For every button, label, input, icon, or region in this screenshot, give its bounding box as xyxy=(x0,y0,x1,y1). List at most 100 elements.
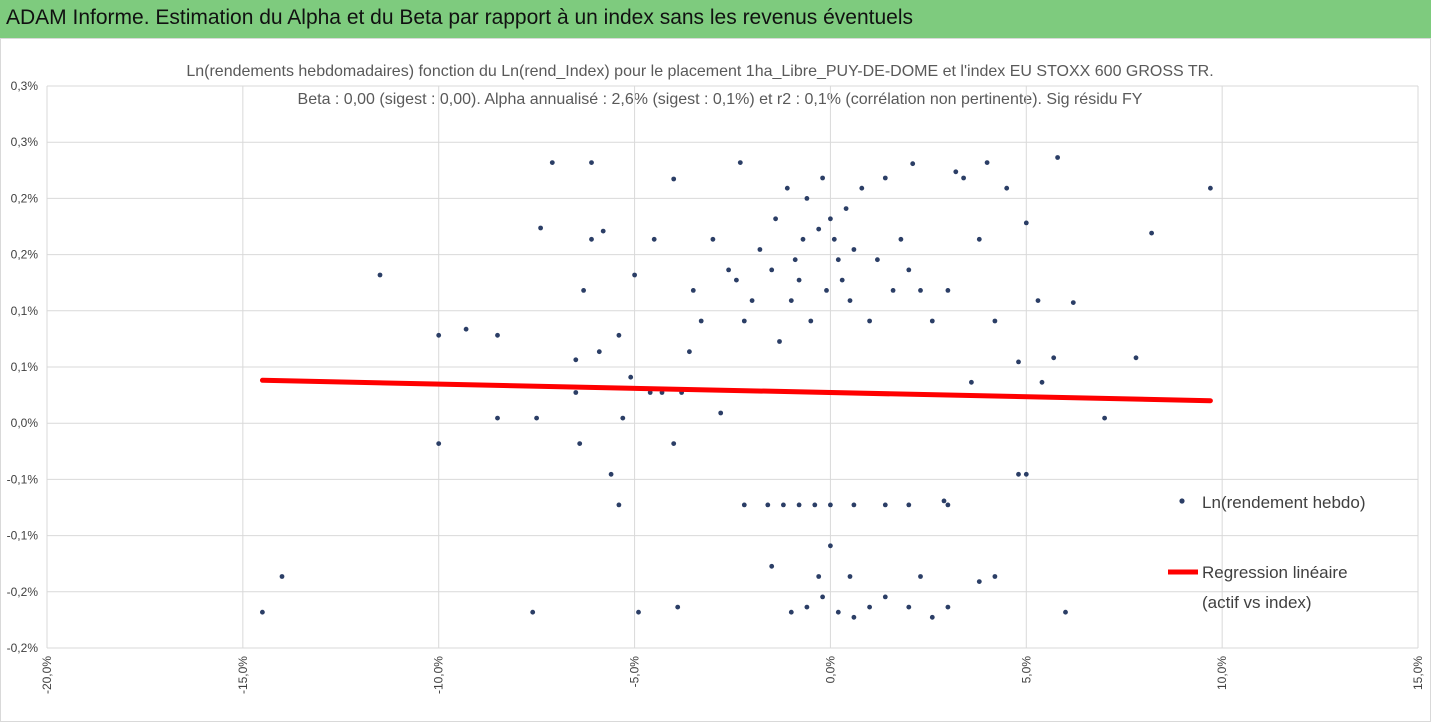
data-point xyxy=(1016,359,1021,365)
data-point xyxy=(260,609,265,615)
data-point xyxy=(573,390,579,395)
legend-label-regression-2: (actif vs index) xyxy=(1202,593,1312,612)
data-point xyxy=(463,326,469,332)
data-point xyxy=(843,206,849,212)
data-point xyxy=(530,609,536,615)
data-point xyxy=(788,298,794,303)
data-point xyxy=(687,349,692,355)
data-point xyxy=(718,410,724,416)
data-point xyxy=(828,502,833,508)
y-tick-label: -0,1% xyxy=(7,529,39,543)
data-point xyxy=(828,216,833,222)
data-point xyxy=(929,318,935,324)
data-point xyxy=(749,298,755,303)
data-point xyxy=(847,574,853,579)
x-tick-label: -20,0% xyxy=(40,656,54,694)
y-tick-label: -0,2% xyxy=(7,585,39,599)
data-point xyxy=(961,175,966,181)
grid xyxy=(46,85,1419,649)
data-point xyxy=(726,267,731,273)
data-point xyxy=(690,288,696,293)
data-point xyxy=(1070,300,1076,305)
data-point xyxy=(671,441,677,446)
data-point xyxy=(784,185,790,191)
data-point xyxy=(1149,230,1154,236)
data-point xyxy=(495,332,500,338)
data-point xyxy=(600,228,606,234)
data-point xyxy=(992,318,998,324)
data-point xyxy=(436,332,442,338)
x-tick-label: 5,0% xyxy=(1019,656,1033,684)
data-point xyxy=(824,288,829,293)
data-point xyxy=(436,441,442,446)
data-point xyxy=(734,277,739,283)
data-point xyxy=(1102,415,1107,421)
data-point xyxy=(1016,471,1021,477)
data-point xyxy=(875,257,880,263)
x-tick-label: -15,0% xyxy=(236,656,250,694)
x-tick-label: -10,0% xyxy=(432,656,446,694)
data-point xyxy=(792,257,798,263)
data-point xyxy=(1039,379,1045,385)
data-point xyxy=(1023,220,1029,226)
data-point xyxy=(377,272,383,278)
data-point xyxy=(737,160,743,165)
data-point xyxy=(859,185,865,191)
y-tick-label: 0,3% xyxy=(11,79,39,93)
report-title: ADAM Informe. Estimation du Alpha et du … xyxy=(6,6,914,29)
data-point xyxy=(671,176,677,182)
data-point xyxy=(918,288,923,293)
legend-label-scatter: Ln(rendement hebdo) xyxy=(1202,493,1366,512)
data-point xyxy=(589,236,594,242)
data-point xyxy=(816,226,822,232)
data-point xyxy=(741,502,747,508)
data-point xyxy=(632,272,637,278)
data-point xyxy=(777,339,782,344)
data-point xyxy=(804,604,810,610)
data-point xyxy=(812,502,818,508)
data-point xyxy=(941,498,947,504)
x-tick-label: 10,0% xyxy=(1215,656,1229,690)
y-tick-label: 0,2% xyxy=(11,248,39,262)
data-point xyxy=(969,379,974,385)
data-point xyxy=(831,236,837,242)
data-point xyxy=(538,225,543,231)
data-point xyxy=(910,161,916,167)
data-point xyxy=(839,277,845,283)
data-point xyxy=(279,574,285,579)
y-tick-label: 0,3% xyxy=(11,135,39,149)
scatter-chart: Ln(rendements hebdomadaires) fonction du… xyxy=(0,38,1431,722)
data-point xyxy=(769,563,775,569)
data-point xyxy=(906,267,912,273)
data-point xyxy=(589,160,594,165)
data-point xyxy=(577,441,583,446)
data-point xyxy=(847,298,853,303)
data-point xyxy=(549,160,555,165)
data-point xyxy=(835,609,841,615)
data-point xyxy=(1051,355,1057,361)
data-point xyxy=(906,502,912,508)
y-axis-ticks: 0,3% 0,3% 0,2% 0,2% 0,1% 0,1% 0,0% -0,1% -0,1% -0… xyxy=(7,79,39,655)
data-point xyxy=(851,502,857,508)
legend-label-regression-1: Regression linéaire xyxy=(1202,563,1348,582)
x-axis-ticks: -20,0% -15,0% -10,0% -5,0% 0,0% 5,0% 10,0% 15,0… xyxy=(40,656,1425,694)
data-point xyxy=(628,374,634,380)
data-point xyxy=(867,604,872,610)
regression-line xyxy=(259,377,1213,404)
data-point xyxy=(757,247,763,252)
x-tick-label: -5,0% xyxy=(628,656,642,688)
chart-title-line1: Ln(rendements hebdomadaires) fonction du… xyxy=(186,63,1213,80)
data-point xyxy=(1004,185,1010,191)
data-point xyxy=(1208,185,1213,191)
data-point xyxy=(1133,355,1139,361)
data-point xyxy=(647,390,653,395)
data-point xyxy=(1035,298,1041,303)
data-point xyxy=(929,614,935,620)
data-point xyxy=(781,502,786,508)
chart-title-line2: Beta : 0,00 (sigest : 0,00). Alpha annua… xyxy=(298,91,1143,108)
data-point xyxy=(675,604,681,610)
data-point xyxy=(945,604,951,610)
data-point xyxy=(976,579,982,584)
y-tick-label: 0,1% xyxy=(11,360,39,374)
data-point xyxy=(596,349,602,355)
